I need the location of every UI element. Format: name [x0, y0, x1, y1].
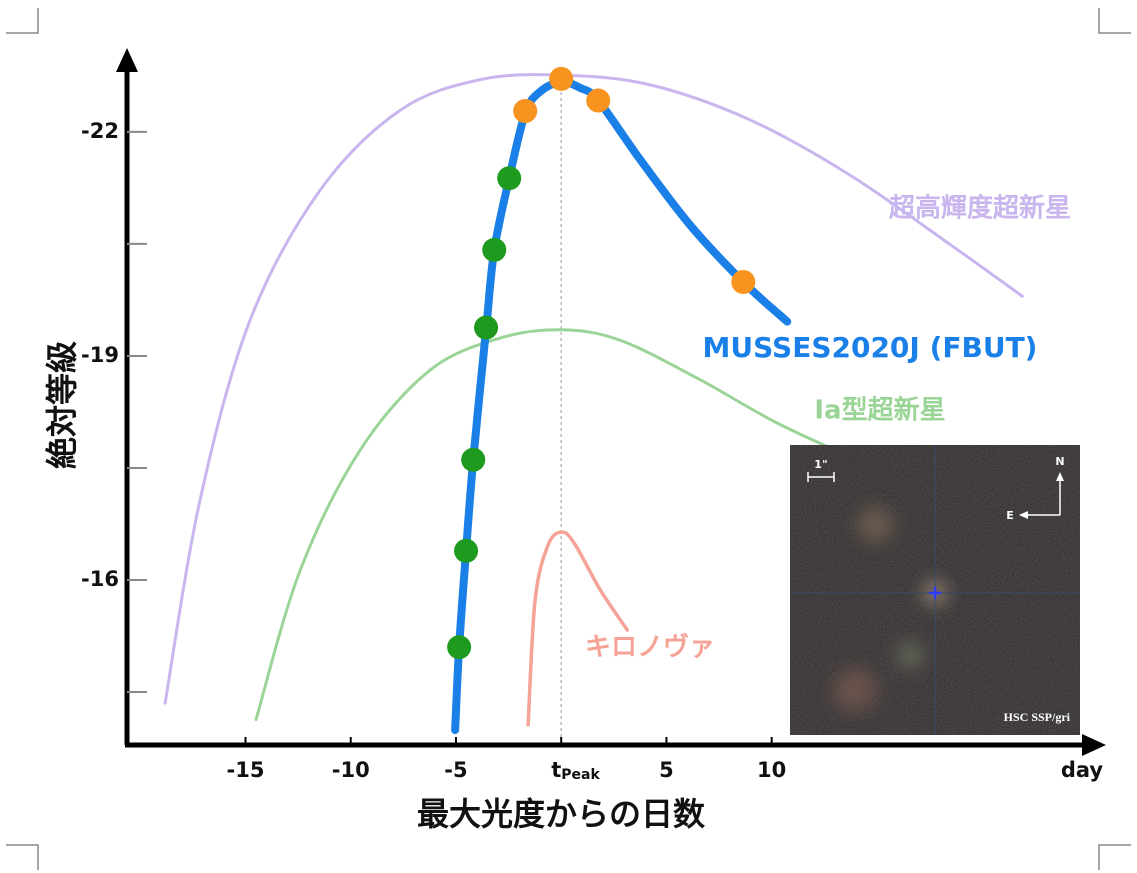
y-tick-label: -19 [81, 343, 119, 367]
north-label: N [1055, 455, 1064, 468]
inset-credit: HSC SSP/gri [1004, 710, 1071, 724]
data-point [497, 166, 521, 190]
x-tick-label: tPeak [551, 758, 600, 783]
y-axis-title: 絶対等級 [43, 341, 81, 469]
series-label: Ia型超新星 [814, 395, 945, 426]
x-tick-label: -15 [227, 758, 265, 782]
curve [528, 532, 627, 725]
chart: 超高輝度超新星 Ia型超新星キロノヴァ MUSSES2020J (FBUT) day… [0, 0, 1137, 873]
x-arrow [1082, 734, 1106, 756]
data-point [586, 89, 610, 113]
body: {"chart_data": { "type": "line", "x_labe… [0, 0, 1137, 873]
x-tick-label-sub: Peak [561, 767, 600, 783]
data-point [447, 635, 471, 659]
inset-image: 1" N E HSC SSP/gri [790, 445, 1080, 735]
data-point [549, 67, 573, 91]
crop-marks [6, 8, 1131, 870]
data-point [474, 316, 498, 340]
x-axis-title: 最大光度からの日数 [417, 795, 706, 833]
y-arrow [116, 48, 138, 72]
series-label: MUSSES2020J (FBUT) [703, 331, 1038, 364]
y-tick-label: -22 [81, 119, 119, 143]
scale-label: 1" [814, 458, 827, 471]
x-tick-label-main: t [551, 758, 561, 782]
east-label: E [1006, 509, 1014, 522]
x-tick-label: 10 [757, 758, 786, 782]
data-point [461, 448, 485, 472]
data-point [482, 238, 506, 262]
curve [256, 330, 880, 720]
x-unit: day [1061, 758, 1104, 782]
x-tick-label: 5 [659, 758, 674, 782]
series-label: 超高輝度超新星 [889, 193, 1071, 224]
x-tick-label: -10 [332, 758, 370, 782]
series-label: キロノヴァ [585, 632, 715, 663]
page: body { margin: 0; background: #fff; font… [0, 0, 1137, 873]
data-point [454, 539, 478, 563]
data-point [731, 270, 755, 294]
x-tick-label: -5 [444, 758, 467, 782]
y-tick-label: -16 [81, 567, 119, 591]
data-point [513, 99, 537, 123]
